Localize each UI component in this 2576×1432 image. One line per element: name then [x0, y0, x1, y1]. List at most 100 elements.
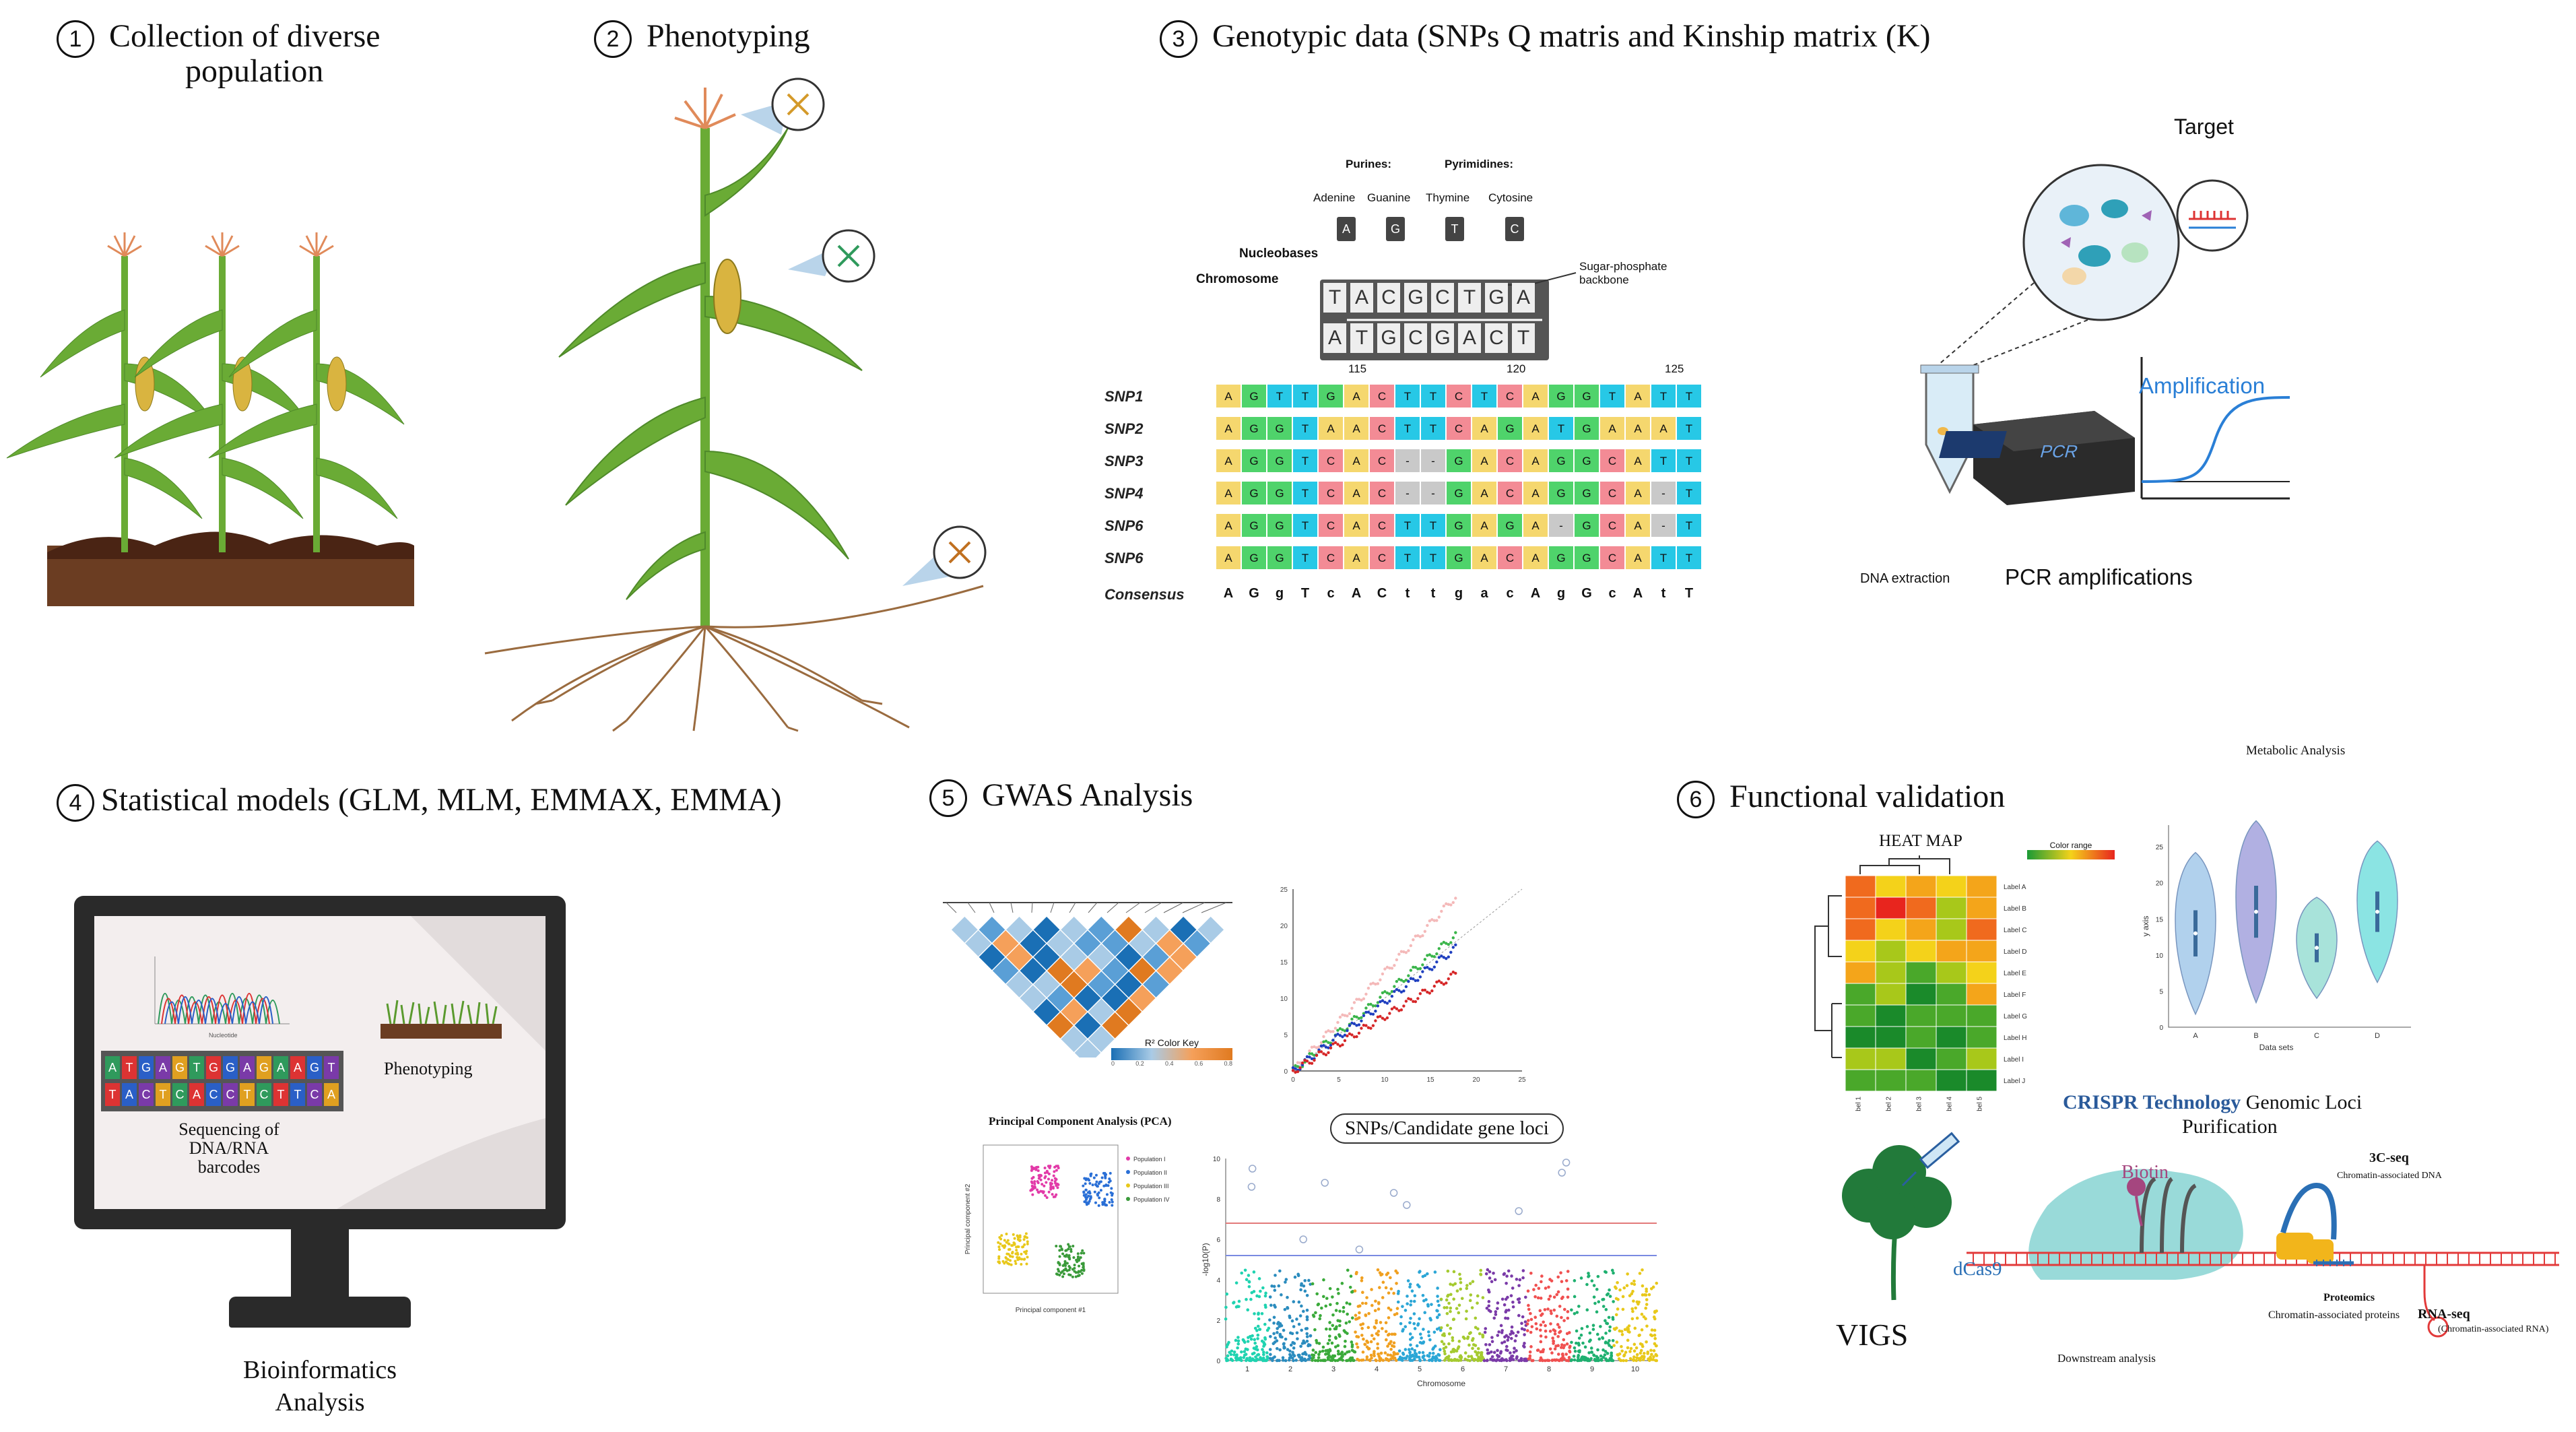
- manhattan-point: [1366, 1326, 1370, 1330]
- manhattan-point: [1257, 1317, 1261, 1321]
- barcode-base: C: [206, 1083, 221, 1106]
- manhattan-point: [1268, 1318, 1272, 1322]
- qq-point: [1376, 1001, 1380, 1004]
- barcode-base: T: [273, 1083, 288, 1106]
- manhattan-point: [1480, 1357, 1484, 1361]
- snp-cell: G: [1574, 481, 1599, 505]
- violin-median: [2375, 909, 2379, 914]
- qq-point: [1376, 1015, 1380, 1019]
- pca-point: [1100, 1176, 1104, 1179]
- manhattan-point: [1577, 1305, 1581, 1308]
- manhattan-point: [1360, 1279, 1364, 1282]
- manhattan-point: [1311, 1348, 1315, 1352]
- manhattan-point: [1608, 1329, 1612, 1333]
- manhattan-point: [1559, 1271, 1562, 1274]
- manhattan-point: [1472, 1337, 1475, 1340]
- pca-point: [1003, 1244, 1006, 1247]
- qq-point: [1352, 1022, 1356, 1026]
- pca-point: [1014, 1262, 1018, 1265]
- manhattan-point: [1280, 1293, 1283, 1297]
- manhattan-point: [1650, 1353, 1653, 1357]
- pca-point: [1088, 1198, 1092, 1201]
- ld-snp-tick: [1010, 902, 1014, 913]
- qq-point: [1412, 977, 1415, 981]
- manhattan-point: [1389, 1357, 1393, 1361]
- vigs-label: VIGS: [1836, 1317, 1909, 1352]
- manhattan-point: [1274, 1274, 1277, 1277]
- ld-key-tick: 0.4: [1164, 1060, 1174, 1067]
- manhattan-point: [1549, 1322, 1552, 1326]
- manhattan-point: [1256, 1333, 1260, 1337]
- snp-cell: T: [1676, 513, 1702, 538]
- manhattan-point: [1452, 1297, 1455, 1301]
- qq-point: [1327, 1029, 1330, 1033]
- snp-cell: T: [1676, 384, 1702, 408]
- pca-point: [1003, 1262, 1006, 1265]
- qq-point: [1338, 1044, 1342, 1048]
- crispr-title: CRISPR Technology Genomic Loci: [2063, 1091, 2362, 1114]
- manhattan-point: [1476, 1294, 1480, 1298]
- manhattan-point: [1583, 1358, 1586, 1362]
- manhattan-point: [1645, 1340, 1648, 1344]
- ld-snp-tick: [1050, 902, 1055, 913]
- heatmap-cell: [1936, 1004, 1967, 1027]
- qq-ytick: 0: [1284, 1068, 1288, 1076]
- manhattan-point: [1562, 1346, 1565, 1350]
- snp-cell: T: [1548, 416, 1574, 441]
- manhattan-point: [1491, 1359, 1495, 1362]
- heatmap-row-label: Label A: [2004, 884, 2026, 891]
- pca-point: [1065, 1262, 1069, 1265]
- snp-cell: T: [1292, 384, 1318, 408]
- qq-point: [1319, 1041, 1323, 1045]
- ld-snp-tick: [989, 902, 995, 913]
- chromatogram: [154, 956, 290, 1024]
- qq-point: [1449, 941, 1453, 944]
- manhattan-point: [1637, 1300, 1641, 1304]
- snp-cell: A: [1523, 546, 1548, 570]
- target-label: Target: [2174, 115, 2234, 139]
- manhattan-point: [1556, 1275, 1560, 1279]
- pca-point: [1015, 1245, 1018, 1249]
- manhattan-point: [1579, 1333, 1583, 1337]
- chromosome-tick: 8: [1547, 1365, 1551, 1373]
- snp-cell: T: [1292, 481, 1318, 505]
- manhattan-point: [1295, 1331, 1299, 1335]
- manhattan-point: [1445, 1355, 1449, 1359]
- manhattan-point: [1439, 1326, 1443, 1330]
- manhattan-point: [1325, 1297, 1329, 1300]
- manhattan-point: [1299, 1344, 1302, 1348]
- phenotyping-tray: [381, 1000, 502, 1039]
- qq-point: [1409, 944, 1413, 948]
- manhattan-point: [1649, 1348, 1653, 1353]
- qq-point: [1315, 1046, 1319, 1049]
- manhattan-point: [1556, 1334, 1560, 1338]
- qq-point: [1430, 954, 1434, 958]
- manhattan-point: [1544, 1324, 1547, 1328]
- qq-point: [1385, 1002, 1389, 1005]
- pca-point: [1074, 1275, 1078, 1278]
- manhattan-point: [1610, 1353, 1614, 1357]
- consensus-base: A: [1530, 586, 1541, 601]
- manhattan-point: [1376, 1342, 1379, 1346]
- heatmap-cell: [1966, 983, 1997, 1006]
- pca-point: [1047, 1190, 1051, 1194]
- barcode-base: A: [290, 1056, 305, 1079]
- snp-cell: A: [1216, 513, 1241, 538]
- pca-point: [1052, 1195, 1055, 1198]
- qq-point: [1449, 950, 1453, 954]
- manhattan-point: [1408, 1356, 1412, 1359]
- manhattan-point: [1432, 1330, 1436, 1334]
- manhattan-point: [1416, 1322, 1420, 1326]
- snp-cell: T: [1395, 546, 1420, 570]
- manhattan-point: [1436, 1295, 1439, 1298]
- qq-point: [1454, 897, 1457, 900]
- manhattan-point: [1235, 1357, 1239, 1361]
- manhattan-point: [1342, 1305, 1346, 1309]
- qq-point: [1329, 1030, 1333, 1033]
- heatmap-cell: [1875, 875, 1907, 898]
- manhattan-point: [1457, 1345, 1461, 1348]
- manhattan-point: [1615, 1340, 1619, 1344]
- snp-cell: G: [1548, 546, 1574, 570]
- snp-cell: A: [1344, 513, 1369, 538]
- manhattan-point: [1451, 1336, 1455, 1340]
